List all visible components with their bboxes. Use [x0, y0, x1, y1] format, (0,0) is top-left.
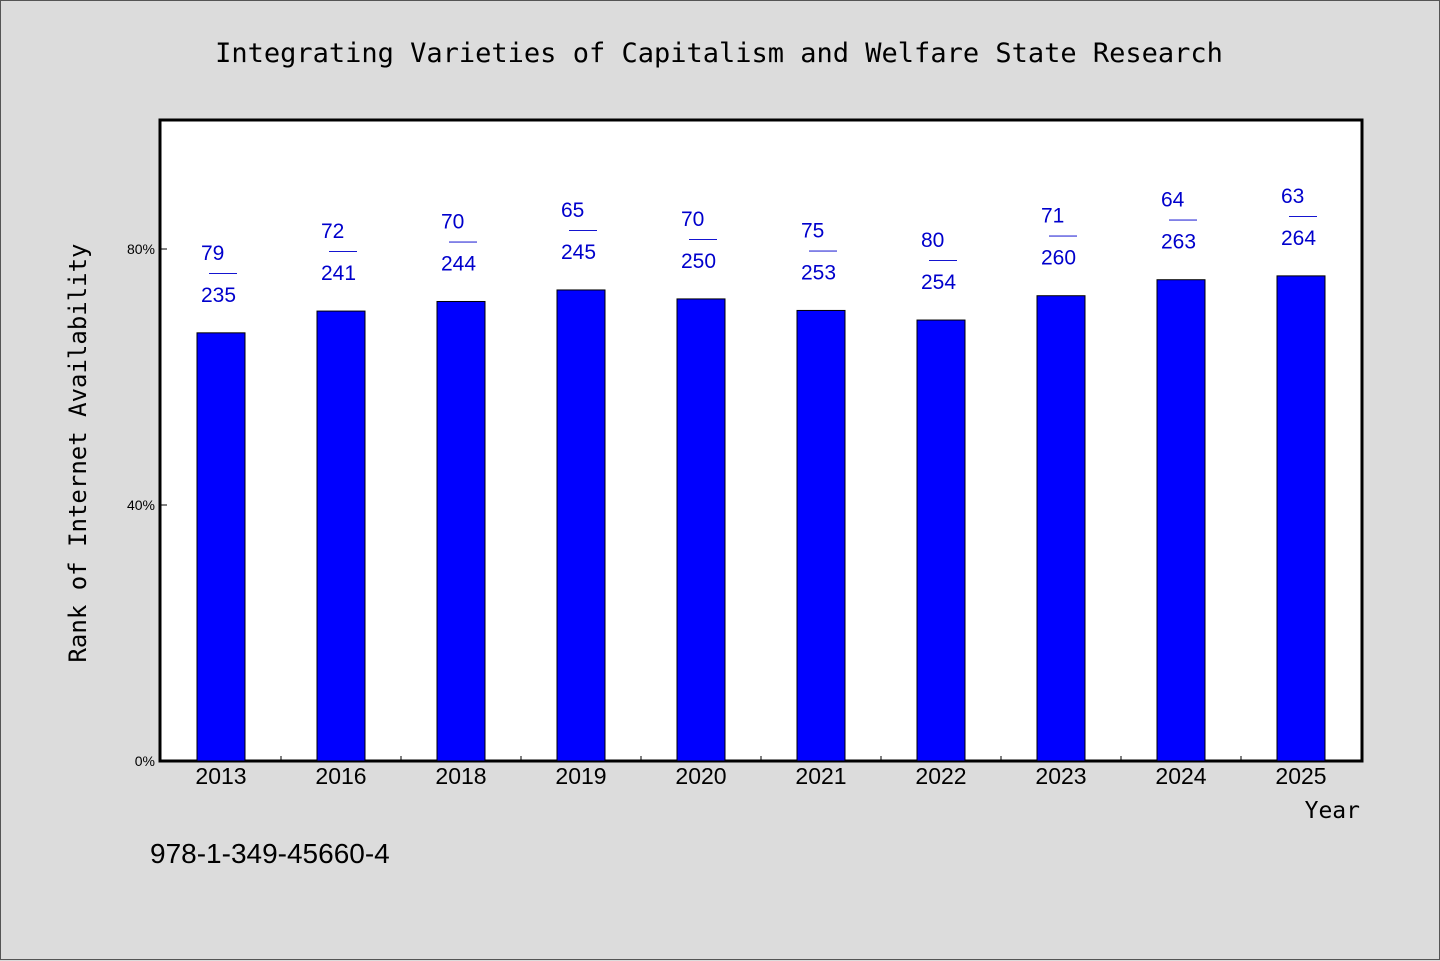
isbn-text: 978-1-349-45660-4: [150, 838, 390, 869]
data-label-total-2019: 245: [561, 241, 596, 264]
bar-2024: [1156, 279, 1206, 762]
data-label-separator-2024: ——: [1169, 211, 1197, 227]
bar-2022: [916, 319, 966, 762]
data-label-separator-2020: ——: [689, 230, 717, 246]
data-label-total-2023: 260: [1041, 247, 1076, 270]
bar-2025: [1276, 275, 1326, 762]
data-label-rank-2016: 72: [321, 220, 344, 243]
bar-2013: [196, 332, 246, 762]
data-labels-layer: 79——23572——24170——24465——24570——25075——2…: [201, 185, 1317, 307]
axis-layer: 2013 2016 2018 2019 2020 2021 2022 2023 2024 2025…: [127, 241, 1327, 789]
data-label-total-2020: 250: [681, 250, 716, 273]
x-tick-label-2018: 2018: [435, 763, 486, 789]
x-tick-label-2021: 2021: [795, 763, 846, 789]
bar-2019: [556, 289, 606, 762]
x-tick-label-2024: 2024: [1155, 763, 1206, 789]
data-label-separator-2022: ——: [929, 251, 957, 267]
data-label-separator-2013: ——: [209, 264, 237, 280]
data-label-rank-2019: 65: [561, 199, 584, 222]
y-tick-label-0: 0%: [135, 753, 155, 769]
bar-2016: [316, 310, 366, 762]
x-tick-label-2019: 2019: [555, 763, 606, 789]
bar-2020: [676, 298, 726, 762]
data-label-total-2024: 263: [1161, 231, 1196, 254]
x-tick-label-2023: 2023: [1035, 763, 1086, 789]
data-label-total-2016: 241: [321, 262, 356, 285]
data-label-separator-2016: ——: [329, 242, 357, 258]
bar-2018: [436, 300, 486, 762]
x-tick-label-2022: 2022: [915, 763, 966, 789]
data-label-separator-2018: ——: [449, 232, 477, 248]
x-tick-label-2025: 2025: [1275, 763, 1326, 789]
x-tick-label-2016: 2016: [315, 763, 366, 789]
data-label-separator-2021: ——: [809, 241, 837, 257]
data-label-rank-2022: 80: [921, 229, 944, 252]
data-label-total-2018: 244: [441, 252, 476, 275]
y-axis-label: Rank of Internet Availability: [64, 243, 92, 662]
data-label-rank-2024: 64: [1161, 189, 1185, 212]
data-label-total-2021: 253: [801, 261, 836, 284]
data-label-rank-2023: 71: [1041, 205, 1064, 228]
data-label-total-2025: 264: [1281, 227, 1316, 250]
data-label-total-2013: 235: [201, 284, 236, 307]
data-label-rank-2021: 75: [801, 219, 824, 242]
y-tick-label-40: 40%: [127, 497, 155, 513]
data-label-total-2022: 254: [921, 271, 956, 294]
x-tick-label-2020: 2020: [675, 763, 726, 789]
data-label-rank-2020: 70: [681, 208, 704, 231]
x-tick-label-2013: 2013: [195, 763, 246, 789]
data-label-separator-2019: ——: [569, 221, 597, 237]
bars-layer: [196, 275, 1326, 762]
x-axis-label: Year: [1305, 798, 1360, 824]
y-tick-label-80: 80%: [127, 241, 155, 257]
data-label-separator-2025: ——: [1289, 207, 1317, 223]
chart-title: Integrating Varieties of Capitalism and …: [215, 38, 1223, 69]
data-label-rank-2025: 63: [1281, 185, 1304, 208]
data-label-separator-2023: ——: [1049, 227, 1077, 243]
data-label-rank-2013: 79: [201, 242, 224, 265]
bar-2023: [1036, 295, 1086, 762]
bar-2021: [796, 309, 846, 762]
data-label-rank-2018: 70: [441, 210, 464, 233]
